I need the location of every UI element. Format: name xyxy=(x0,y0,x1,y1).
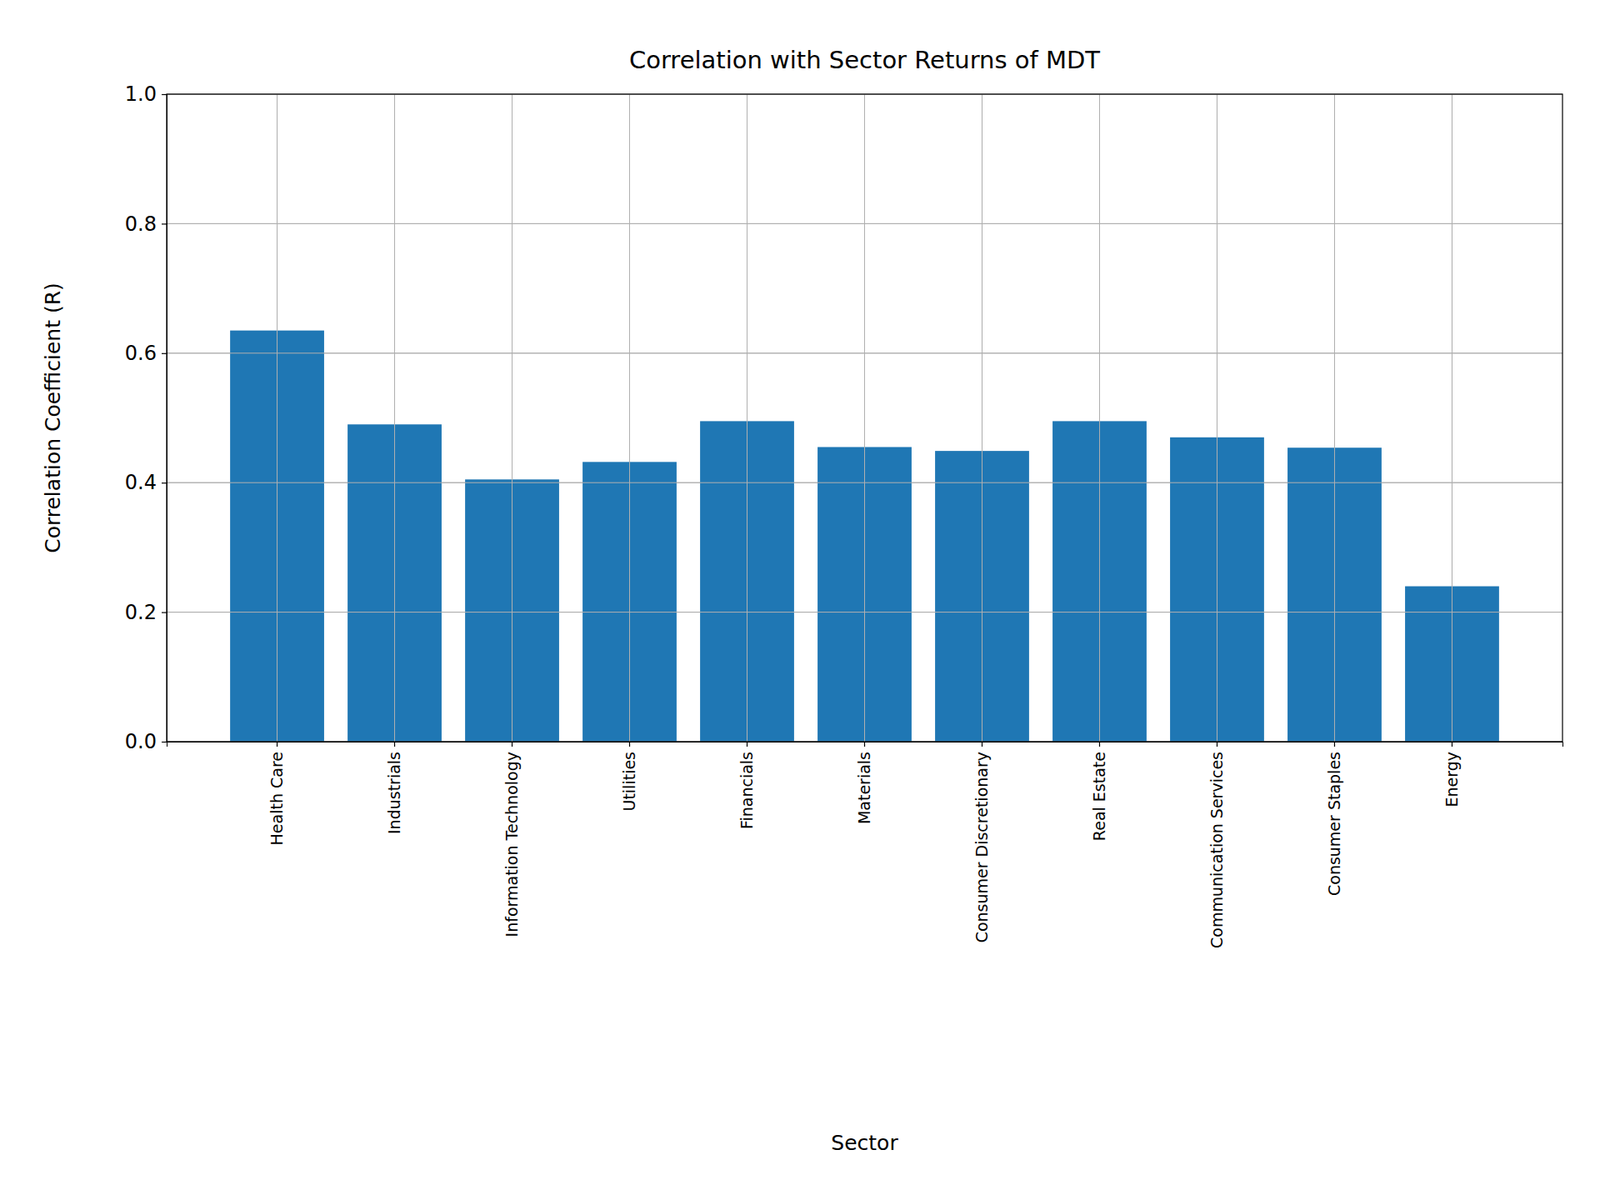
tick-label: Health Care xyxy=(267,751,286,845)
tick-label: Financials xyxy=(737,751,756,830)
grid-line xyxy=(1334,94,1335,742)
grid-line xyxy=(166,352,1563,354)
x-axis: Health Care Industrials Information Techno… xyxy=(167,741,1564,949)
tick: 0.2 xyxy=(125,600,167,625)
tick-mark xyxy=(161,223,167,225)
tick: 0.4 xyxy=(125,470,167,495)
tick: Materials xyxy=(855,741,874,825)
grid-line xyxy=(1216,94,1218,742)
grid-line xyxy=(1099,94,1100,742)
grid-over xyxy=(166,94,1563,742)
tick-mark xyxy=(511,741,513,747)
tick: 1.0 xyxy=(125,82,167,106)
grid-line xyxy=(276,94,278,742)
grid-line xyxy=(1451,94,1453,742)
tick-label: Information Technology xyxy=(502,751,521,937)
grid-line xyxy=(864,94,865,742)
tick: Consumer Staples xyxy=(1325,741,1344,896)
tick: Health Care xyxy=(267,741,286,845)
tick-label: Industrials xyxy=(385,751,404,835)
tick-label: Real Estate xyxy=(1090,751,1109,841)
grid-line xyxy=(864,94,865,742)
grid-line xyxy=(746,94,748,742)
tick: Real Estate xyxy=(1090,741,1109,841)
tick-label: 0.2 xyxy=(125,600,157,625)
tick-mark xyxy=(1099,741,1100,747)
grid-line xyxy=(276,94,278,742)
tick: 0.0 xyxy=(125,730,167,754)
grid-line xyxy=(1216,94,1218,742)
grid-line xyxy=(629,94,630,742)
tick-mark xyxy=(1334,741,1335,747)
grid-line xyxy=(166,352,1563,354)
tick-label: 0.4 xyxy=(125,470,157,495)
grid-line xyxy=(394,94,395,742)
grid-line xyxy=(166,482,1563,484)
title: Correlation with Sector Returns of MDT xyxy=(629,45,1100,75)
tick-label: Energy xyxy=(1442,751,1461,808)
tick-label: Communication Services xyxy=(1207,751,1226,949)
tick-mark xyxy=(161,741,167,743)
tick: Financials xyxy=(737,741,756,830)
tick: Consumer Discretionary xyxy=(972,741,991,943)
grid-line xyxy=(166,611,1563,613)
grid-line xyxy=(981,94,983,742)
tick-mark xyxy=(1451,741,1453,747)
tick-mark xyxy=(161,482,167,484)
tick-mark xyxy=(394,741,395,747)
tick-label: 0.0 xyxy=(125,730,157,754)
grid-line xyxy=(629,94,630,742)
tick: Energy xyxy=(1442,741,1461,808)
tick-mark xyxy=(276,741,278,747)
grid xyxy=(166,94,1563,742)
grid-line xyxy=(511,94,513,742)
x-label: Sector xyxy=(830,1130,899,1155)
tick: Information Technology xyxy=(502,741,521,937)
tick-mark xyxy=(1216,741,1218,747)
tick-label: Utilities xyxy=(620,751,639,812)
tick-label: 0.8 xyxy=(125,212,157,236)
tick-mark xyxy=(864,741,865,747)
tick-mark xyxy=(746,741,748,747)
grid-line xyxy=(1451,94,1453,742)
tick-mark xyxy=(981,741,983,747)
plot: 0.0 0.2 0.4 0.6 0.8 1.0 Health Care Industrials… xyxy=(125,82,1564,949)
tick: Utilities xyxy=(620,741,639,812)
tick-mark xyxy=(629,741,630,747)
tick: 0.6 xyxy=(125,341,167,365)
grid-line xyxy=(1334,94,1335,742)
tick-label: Consumer Discretionary xyxy=(972,751,991,943)
grid-line xyxy=(166,223,1563,225)
tick-mark xyxy=(161,611,167,613)
grid-line xyxy=(166,482,1563,484)
tick-label: 1.0 xyxy=(125,82,157,106)
chart: 0.0 0.2 0.4 0.6 0.8 1.0 Health Care Industrials… xyxy=(0,0,1600,1200)
tick-mark xyxy=(161,353,167,355)
y-label: Correlation Coefficient (R) xyxy=(40,282,65,554)
grid-line xyxy=(1099,94,1100,742)
axis-line xyxy=(167,742,1564,748)
grid-line xyxy=(511,94,513,742)
tick: Communication Services xyxy=(1207,741,1226,949)
y-axis: 0.0 0.2 0.4 0.6 0.8 1.0 xyxy=(125,82,168,754)
grid-line xyxy=(746,94,748,742)
tick: Industrials xyxy=(385,741,404,835)
tick: 0.8 xyxy=(125,212,167,236)
frame xyxy=(166,94,1563,742)
grid-line xyxy=(981,94,983,742)
tick-label: Materials xyxy=(855,751,874,825)
grid-line xyxy=(394,94,395,742)
tick-label: Consumer Staples xyxy=(1325,751,1344,896)
tick-mark xyxy=(161,94,167,95)
grid-line xyxy=(166,223,1563,225)
grid-line xyxy=(166,611,1563,613)
tick-label: 0.6 xyxy=(125,341,157,365)
